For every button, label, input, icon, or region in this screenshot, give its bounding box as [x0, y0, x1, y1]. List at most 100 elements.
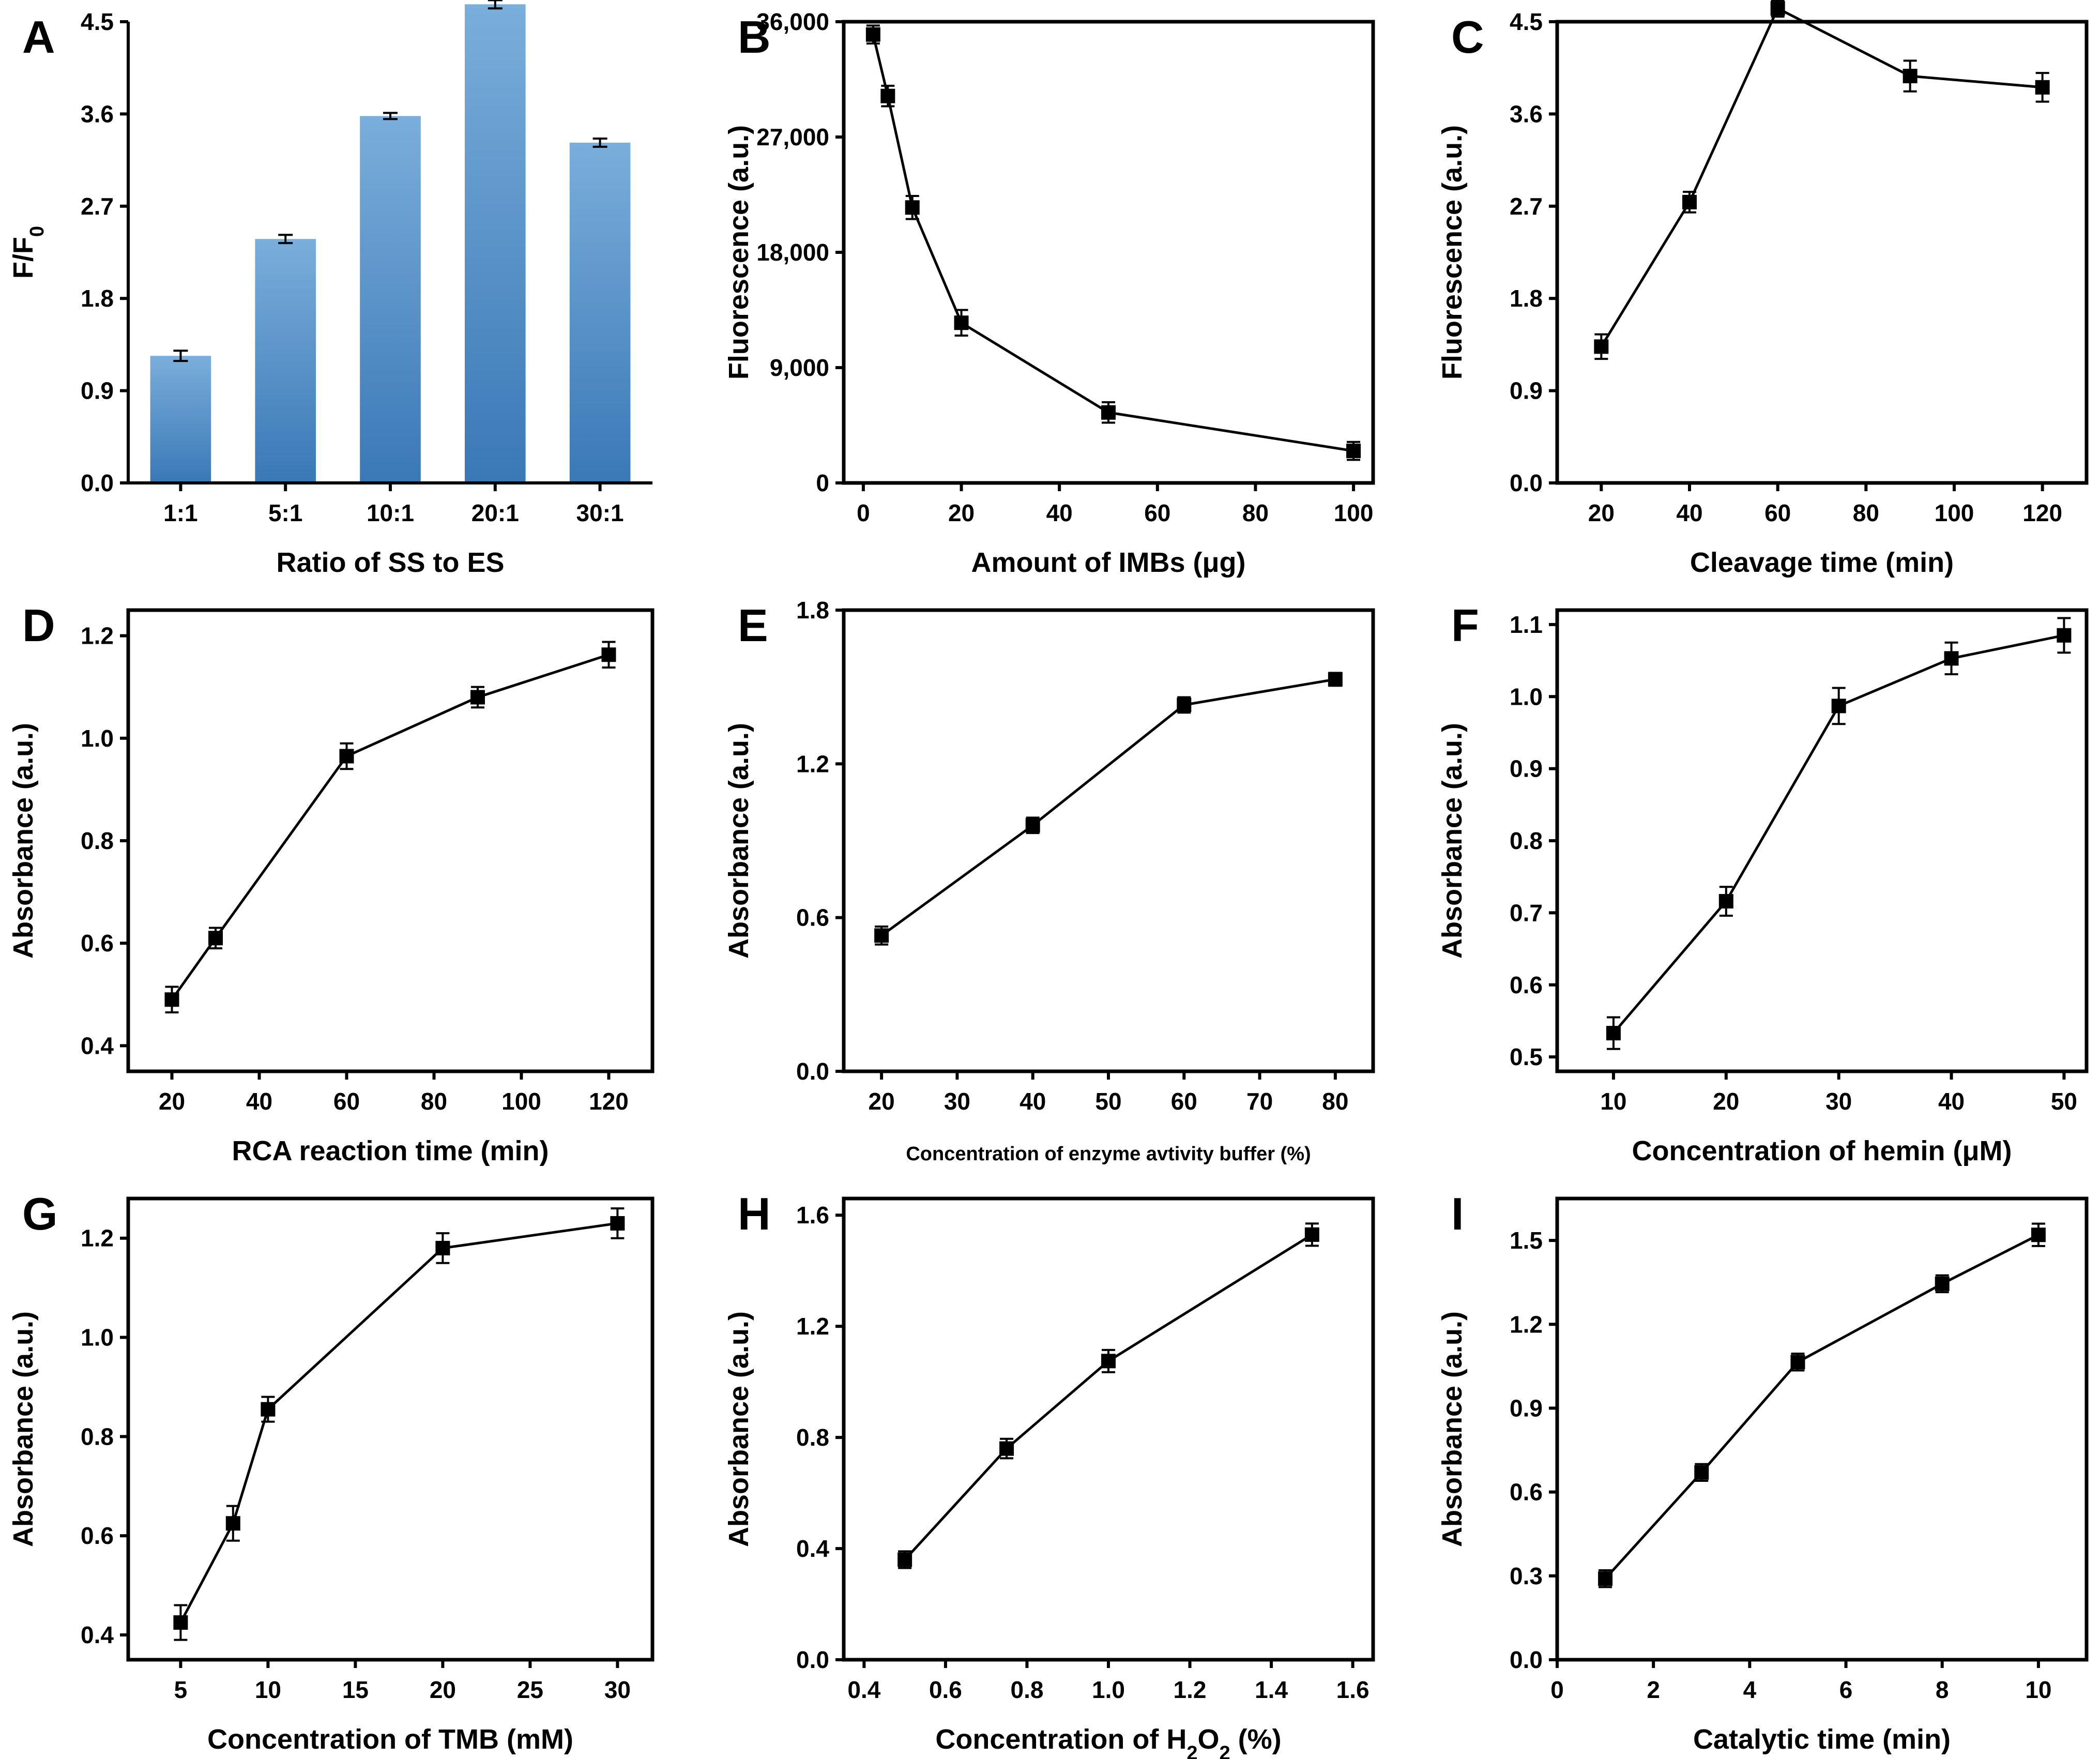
x-tick-label: 20	[1713, 1088, 1739, 1115]
data-point	[999, 1441, 1014, 1456]
x-axis-label: Concentration of hemin (μM)	[1632, 1135, 2012, 1166]
y-tick-label: 3.6	[81, 100, 114, 127]
y-tick-label: 1.0	[1510, 683, 1543, 710]
x-tick-label: 25	[517, 1676, 543, 1703]
y-tick-label: 0.9	[81, 377, 114, 404]
data-point	[2057, 628, 2072, 643]
x-tick-label: 20	[430, 1676, 456, 1703]
y-tick-label: 0.6	[796, 904, 829, 931]
x-axis-label-end: (%)	[1230, 1724, 1282, 1755]
y-tick-label: 0.6	[81, 1522, 114, 1549]
x-tick-label: 0.4	[847, 1676, 880, 1703]
x-axis-label: Amount of IMBs (μg)	[971, 547, 1246, 578]
data-point	[1831, 699, 1846, 714]
y-axis-label: Absorbance (a.u.)	[723, 723, 754, 959]
bar	[464, 4, 526, 483]
y-tick-label: 0.0	[1510, 1646, 1543, 1673]
panel-label: D	[22, 600, 55, 651]
x-tick-label: 20:1	[471, 499, 519, 526]
y-axis-label: Fluorescence (a.u.)	[723, 125, 754, 380]
data-point	[1694, 1465, 1709, 1480]
y-tick-label: 1.0	[81, 725, 114, 752]
y-tick-label: 0.3	[1510, 1563, 1543, 1589]
bar	[569, 142, 631, 483]
y-axis-label-text: Absorbance (a.u.)	[723, 1311, 754, 1547]
data-point	[470, 690, 485, 705]
x-tick-label: 40	[1046, 499, 1073, 526]
x-tick-label: 1.4	[1255, 1676, 1288, 1703]
x-tick-label: 1.0	[1092, 1676, 1125, 1703]
x-axis-label: Catalytic time (min)	[1693, 1724, 1951, 1755]
chart-panel-f: F 10 20 30 40 50 0.5 0.6 0.7 0.8 0.9 1.0 1.1 Concentr…	[1437, 600, 2089, 1166]
y-axis-label: Fluorescence (a.u.)	[1437, 125, 1468, 380]
y-tick-label: 3.6	[1510, 100, 1543, 127]
y-tick-label: 0.6	[1510, 1479, 1543, 1506]
data-point	[1606, 1026, 1621, 1041]
y-tick-label: 1.0	[81, 1324, 114, 1351]
data-point	[880, 88, 895, 103]
y-tick-label: 9,000	[770, 354, 829, 381]
y-tick-label: 0.6	[81, 930, 114, 957]
y-tick-label: 18,000	[756, 239, 829, 266]
y-tick-label: 0.4	[796, 1535, 829, 1562]
chart-panel-h: H 0.4 0.6 0.8 1.0 1.2 1.4 1.6 0.0 0.4 0.8 1.2 1.6 Con…	[723, 1188, 1375, 1759]
y-axis-label: Absorbance (a.u.)	[723, 1311, 754, 1547]
data-point	[1101, 405, 1116, 420]
x-axis-label-text: Concentration of H	[935, 1724, 1186, 1755]
y-tick-label: 0.0	[1510, 469, 1543, 496]
chart-panel-a: A 1:1 5:1 10:1 20:1 30:1 0.0 0.9 1.8 2.7 3.6 4.5 Rat…	[8, 0, 652, 578]
y-axis-label: Absorbance (a.u.)	[1437, 723, 1468, 959]
y-axis-label-text: Absorbance (a.u.)	[8, 1311, 39, 1547]
x-tick-label: 30:1	[576, 499, 624, 526]
data-point	[1935, 1276, 1950, 1291]
x-tick-label: 10	[255, 1676, 281, 1703]
plot-frame	[1555, 1196, 2089, 1662]
y-axis-label-text: F/F	[8, 237, 39, 279]
chart-panel-c: C 20 40 60 80 100 120 0.0 0.9 1.8 2.7 3.6 4.5 Cleavag…	[1437, 0, 2089, 578]
x-tick-label: 80	[1242, 499, 1269, 526]
y-axis-label-sub: 0	[26, 226, 48, 237]
data-point	[435, 1240, 450, 1255]
data-point	[1944, 651, 1959, 666]
data-point	[610, 1216, 625, 1231]
data-point	[2031, 1227, 2046, 1242]
x-tick-label: 60	[333, 1088, 360, 1115]
chart-panel-g: G 5 10 15 20 25 30 0.4 0.6 0.8 1.0 1.2 Concentration…	[8, 1188, 655, 1755]
y-axis-label-text: Fluorescence (a.u.)	[723, 125, 754, 380]
x-tick-label: 60	[1144, 499, 1170, 526]
plot-frame	[842, 608, 1375, 1073]
x-tick-label: 20	[159, 1088, 185, 1115]
y-tick-label: 0.4	[81, 1032, 114, 1059]
x-axis-label-text: RCA reaction time (min)	[232, 1135, 549, 1166]
x-tick-label: 5:1	[268, 499, 302, 526]
data-point	[173, 1615, 188, 1630]
y-tick-label: 0.9	[1510, 1394, 1543, 1421]
series-line	[880, 678, 1336, 937]
x-tick-label: 2	[1647, 1676, 1660, 1703]
x-tick-label: 0.8	[1010, 1676, 1043, 1703]
y-tick-label: 0.5	[1510, 1043, 1543, 1070]
x-tick-label: 20	[869, 1088, 895, 1115]
y-tick-label: 1.8	[1510, 285, 1543, 312]
y-tick-label: 1.2	[796, 1313, 829, 1340]
y-axis-label: Absorbance (a.u.)	[8, 723, 39, 959]
data-point	[865, 27, 880, 42]
data-point	[339, 749, 354, 764]
data-point	[164, 992, 179, 1007]
series-line	[1600, 6, 2043, 347]
chart-panel-d: D 20 40 60 80 100 120 0.4 0.6 0.8 1.0 1.2 RCA reacti…	[8, 600, 655, 1166]
x-axis-label-sub: 2	[1220, 1742, 1230, 1759]
panel-label: B	[738, 11, 771, 63]
series-line	[171, 653, 610, 1000]
data-point	[905, 200, 920, 215]
y-tick-label: 0.8	[796, 1424, 829, 1451]
plot-frame	[842, 1196, 1375, 1662]
y-tick-label: 0.0	[81, 469, 114, 496]
x-axis-label-sub: 2	[1186, 1742, 1197, 1759]
x-tick-label: 20	[1588, 499, 1615, 526]
x-tick-label: 50	[2051, 1088, 2077, 1115]
x-axis-label: Concentration of enzyme avtivity buffer …	[906, 1143, 1311, 1165]
bar	[360, 116, 421, 483]
y-tick-label: 0.0	[796, 1058, 829, 1085]
y-tick-label: 0.8	[1510, 827, 1543, 854]
